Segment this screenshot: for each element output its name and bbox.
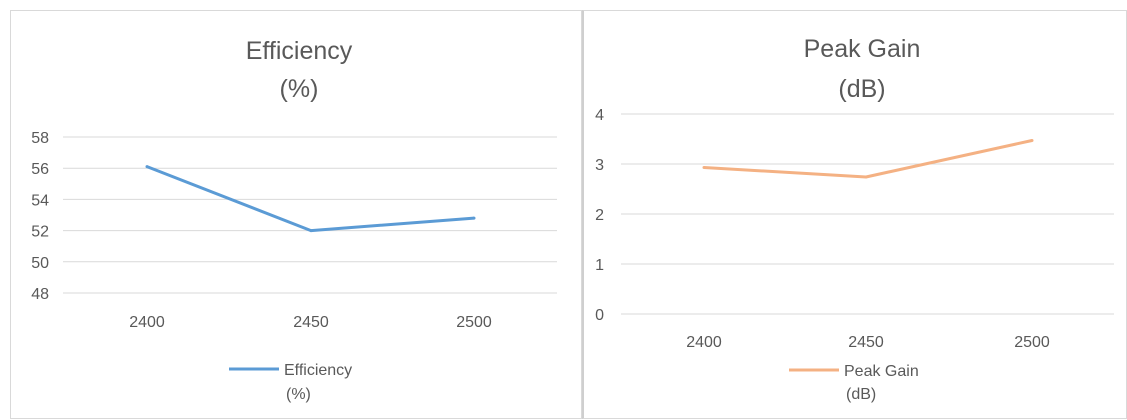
chart-title-line-1: Peak Gain bbox=[804, 35, 921, 63]
y-tick-label: 54 bbox=[31, 192, 49, 209]
efficiency-chart-panel: Efficiency (%) 48 50 52 54 56 58 2400 2450 2500… bbox=[10, 10, 582, 419]
data-point bbox=[1030, 139, 1034, 142]
y-tick-label: 3 bbox=[595, 157, 604, 174]
chart-title-line-1: Efficiency bbox=[246, 37, 353, 65]
legend-label-line-2: (%) bbox=[286, 386, 311, 403]
data-point bbox=[309, 229, 313, 233]
peak-gain-chart: Peak Gain (dB) 0 1 2 3 4 2400 2450 2500 Peak G… bbox=[595, 35, 1114, 403]
y-tick-label: 50 bbox=[31, 255, 49, 272]
y-tick-label: 58 bbox=[31, 130, 49, 147]
y-tick-label: 1 bbox=[595, 257, 604, 274]
data-point bbox=[702, 166, 706, 169]
x-tick-label: 2450 bbox=[848, 334, 884, 351]
x-tick-label: 2400 bbox=[686, 334, 722, 351]
x-tick-label: 2500 bbox=[1014, 334, 1050, 351]
series-line bbox=[703, 139, 1033, 179]
x-tick-label: 2400 bbox=[129, 314, 165, 331]
data-point bbox=[145, 165, 149, 169]
efficiency-chart: Efficiency (%) 48 50 52 54 56 58 2400 2450 2500… bbox=[31, 37, 557, 403]
y-tick-label: 52 bbox=[31, 224, 49, 241]
y-tick-label: 48 bbox=[31, 286, 49, 303]
data-point bbox=[864, 175, 868, 179]
chart-title-line-2: (%) bbox=[280, 75, 319, 103]
chart-title-line-2: (dB) bbox=[838, 75, 885, 103]
legend-label-line-2: (dB) bbox=[846, 386, 876, 403]
y-tick-label: 56 bbox=[31, 161, 49, 178]
peak-gain-chart-panel: Peak Gain (dB) 0 1 2 3 4 2400 2450 2500 Peak G… bbox=[582, 10, 1127, 419]
x-tick-label: 2450 bbox=[293, 314, 329, 331]
legend-label-line-1: Efficiency bbox=[284, 362, 352, 379]
x-tick-label: 2500 bbox=[456, 314, 492, 331]
y-tick-label: 0 bbox=[595, 307, 604, 324]
legend-label-line-1: Peak Gain bbox=[844, 363, 919, 380]
data-point bbox=[472, 216, 476, 220]
series-line bbox=[146, 165, 475, 233]
y-tick-label: 2 bbox=[595, 207, 604, 224]
y-tick-label: 4 bbox=[595, 107, 604, 124]
